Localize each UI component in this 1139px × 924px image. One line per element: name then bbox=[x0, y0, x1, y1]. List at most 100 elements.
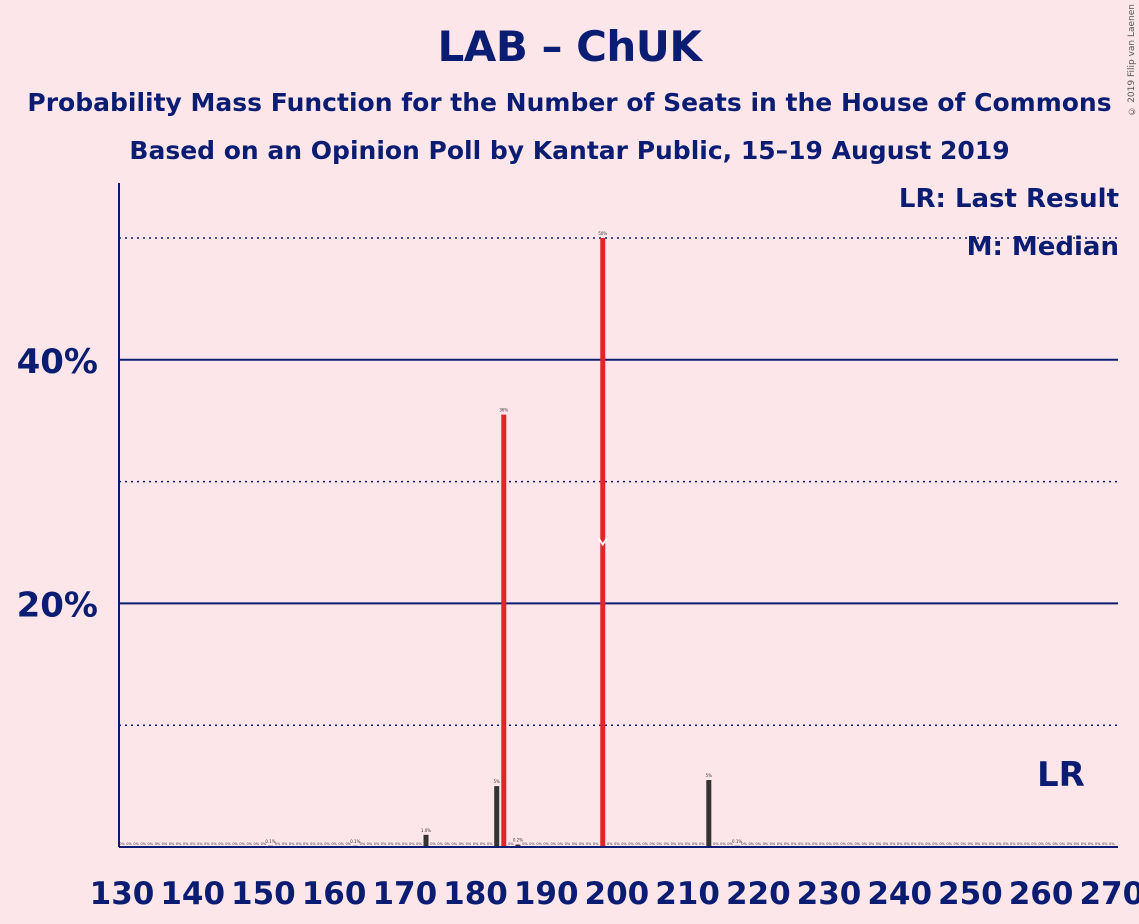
x-tick-label: 140 bbox=[160, 876, 225, 912]
x-tick-label: 220 bbox=[726, 876, 791, 912]
x-tick-label: 170 bbox=[372, 876, 437, 912]
zero-label: 0% bbox=[183, 842, 189, 846]
zero-label: 0% bbox=[204, 842, 210, 846]
zero-label: 0% bbox=[727, 842, 733, 846]
zero-label: 0% bbox=[939, 842, 945, 846]
bar-value-label: 5% bbox=[494, 779, 501, 784]
zero-label: 0% bbox=[261, 842, 267, 846]
zero-label: 0% bbox=[890, 842, 896, 846]
zero-label: 0% bbox=[833, 842, 839, 846]
zero-label: 0% bbox=[593, 842, 599, 846]
zero-label: 0% bbox=[437, 842, 443, 846]
zero-label: 0% bbox=[133, 842, 139, 846]
bar-seat-173 bbox=[423, 834, 429, 847]
zero-label: 0% bbox=[925, 842, 931, 846]
zero-label: 0% bbox=[770, 842, 776, 846]
x-tick-label: 160 bbox=[302, 876, 367, 912]
zero-label: 0% bbox=[607, 842, 613, 846]
zero-label: 0% bbox=[388, 842, 394, 846]
zero-label: 0% bbox=[671, 842, 677, 846]
zero-label: 0% bbox=[338, 842, 344, 846]
zero-label: 0% bbox=[819, 842, 825, 846]
zero-label: 0% bbox=[975, 842, 981, 846]
zero-label: 0% bbox=[317, 842, 323, 846]
zero-label: 0% bbox=[1038, 842, 1044, 846]
zero-label: 0% bbox=[303, 842, 309, 846]
zero-label: 0% bbox=[628, 842, 634, 846]
zero-label: 0% bbox=[854, 842, 860, 846]
zero-label: 0% bbox=[1003, 842, 1009, 846]
bar-seat-198 bbox=[600, 238, 606, 847]
x-tick-label: 150 bbox=[231, 876, 296, 912]
zero-label: 0% bbox=[805, 842, 811, 846]
zero-label: 0% bbox=[1060, 842, 1066, 846]
bar-value-label: 36% bbox=[499, 408, 508, 413]
zero-label: 0% bbox=[1081, 842, 1087, 846]
zero-label: 0% bbox=[664, 842, 670, 846]
zero-label: 0% bbox=[953, 842, 959, 846]
bar-value-label: 50% bbox=[598, 231, 607, 236]
zero-label: 0% bbox=[1109, 842, 1115, 846]
x-tick-label: 210 bbox=[655, 876, 720, 912]
zero-label: 0% bbox=[961, 842, 967, 846]
zero-label: 0% bbox=[1067, 842, 1073, 846]
zero-label: 0% bbox=[444, 842, 450, 846]
zero-label: 0% bbox=[720, 842, 726, 846]
bar-value-label: 1.0% bbox=[421, 828, 431, 833]
zero-label: 0% bbox=[649, 842, 655, 846]
zero-label: 0% bbox=[409, 842, 415, 846]
zero-label: 0% bbox=[480, 842, 486, 846]
x-tick-label: 200 bbox=[585, 876, 650, 912]
zero-label: 0% bbox=[508, 842, 514, 846]
zero-label: 0% bbox=[862, 842, 868, 846]
zero-label: 0% bbox=[579, 842, 585, 846]
bar-value-label: 5% bbox=[706, 773, 713, 778]
zero-label: 0% bbox=[904, 842, 910, 846]
zero-label: 0% bbox=[140, 842, 146, 846]
zero-label: 0% bbox=[360, 842, 366, 846]
x-tick-label: 240 bbox=[867, 876, 932, 912]
zero-label: 0% bbox=[381, 842, 387, 846]
zero-label: 0% bbox=[883, 842, 889, 846]
zero-label: 0% bbox=[345, 842, 351, 846]
zero-label: 0% bbox=[147, 842, 153, 846]
bar-seat-186 bbox=[515, 844, 521, 847]
zero-label: 0% bbox=[416, 842, 422, 846]
y-tick-label: 40% bbox=[17, 342, 98, 382]
zero-label: 0% bbox=[324, 842, 330, 846]
zero-label: 0% bbox=[911, 842, 917, 846]
zero-label: 0% bbox=[699, 842, 705, 846]
zero-label: 0% bbox=[1095, 842, 1101, 846]
zero-label: 0% bbox=[197, 842, 203, 846]
zero-label: 0% bbox=[1045, 842, 1051, 846]
x-tick-label: 180 bbox=[443, 876, 508, 912]
zero-label: 0% bbox=[586, 842, 592, 846]
zero-label: 0% bbox=[282, 842, 288, 846]
y-tick-label: 20% bbox=[17, 585, 98, 625]
bar-value-label: 0.1% bbox=[350, 839, 360, 844]
zero-label: 0% bbox=[190, 842, 196, 846]
zero-label: 0% bbox=[232, 842, 238, 846]
zero-label: 0% bbox=[798, 842, 804, 846]
zero-label: 0% bbox=[876, 842, 882, 846]
zero-label: 0% bbox=[1031, 842, 1037, 846]
zero-label: 0% bbox=[763, 842, 769, 846]
zero-label: 0% bbox=[211, 842, 217, 846]
legend-median: M: Median bbox=[966, 232, 1119, 262]
zero-label: 0% bbox=[692, 842, 698, 846]
zero-label: 0% bbox=[614, 842, 620, 846]
zero-label: 0% bbox=[1017, 842, 1023, 846]
zero-label: 0% bbox=[1010, 842, 1016, 846]
zero-label: 0% bbox=[713, 842, 719, 846]
chart-title: LAB – ChUK bbox=[437, 22, 702, 71]
zero-label: 0% bbox=[296, 842, 302, 846]
zero-label: 0% bbox=[550, 842, 556, 846]
zero-label: 0% bbox=[225, 842, 231, 846]
zero-label: 0% bbox=[466, 842, 472, 846]
zero-label: 0% bbox=[254, 842, 260, 846]
zero-label: 0% bbox=[367, 842, 373, 846]
zero-label: 0% bbox=[487, 842, 493, 846]
zero-label: 0% bbox=[847, 842, 853, 846]
x-tick-label: 260 bbox=[1009, 876, 1074, 912]
